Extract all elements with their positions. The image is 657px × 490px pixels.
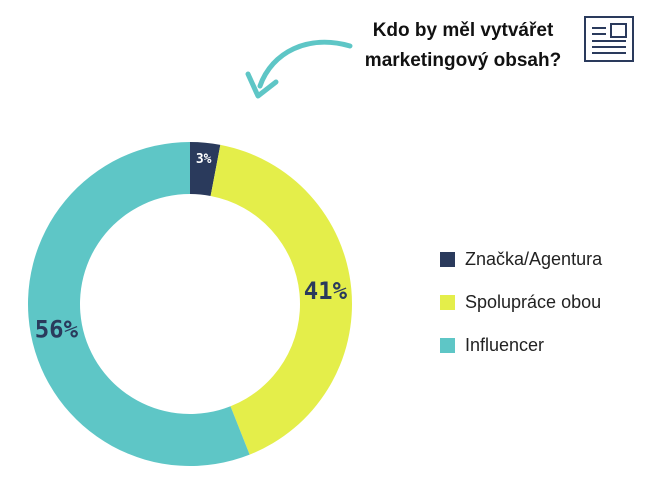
slice-spoluprace bbox=[210, 144, 353, 455]
data-label-spoluprace: 41% bbox=[304, 277, 348, 305]
document-icon bbox=[584, 16, 634, 62]
legend-swatch-influencer bbox=[440, 337, 455, 353]
data-label-influencer: 56% bbox=[35, 315, 79, 343]
legend-swatch-brand bbox=[440, 251, 455, 267]
legend-label: Spolupráce obou bbox=[465, 291, 602, 312]
slice-brand bbox=[190, 142, 221, 196]
legend-label: Značka/Agentura bbox=[465, 248, 603, 269]
legend-item: Značka/Agentura bbox=[440, 248, 602, 270]
legend-item: Spolupráce obou bbox=[440, 291, 602, 313]
slice-influencer bbox=[28, 142, 250, 466]
chart-legend: Značka/Agentura Spolupráce obou Influenc… bbox=[440, 248, 602, 377]
chart-title: Kdo by měl vytvářet marketingový obsah? bbox=[364, 20, 562, 71]
legend-item: Influencer bbox=[440, 334, 602, 356]
curved-arrow-icon bbox=[245, 39, 353, 99]
legend-label: Influencer bbox=[465, 334, 545, 355]
data-label-brand: 3% bbox=[196, 152, 212, 167]
legend-swatch-spoluprace bbox=[440, 294, 455, 310]
